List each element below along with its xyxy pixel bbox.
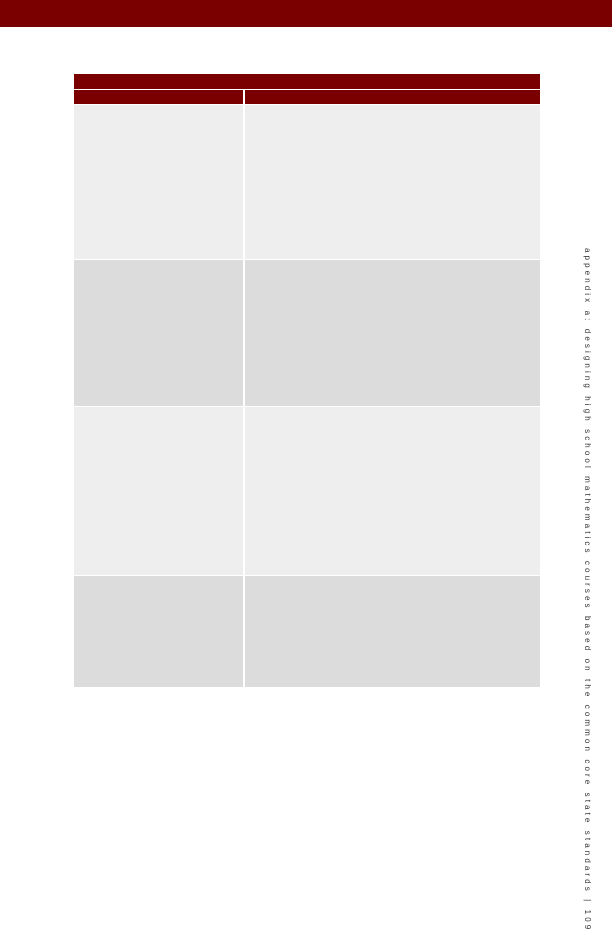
table-cell [74, 260, 243, 406]
table-cell [245, 576, 540, 687]
table-title-bar [74, 74, 540, 89]
table-header [74, 90, 540, 104]
table-cell [245, 407, 540, 575]
table-cell [74, 105, 243, 259]
table-cell [245, 105, 540, 259]
table-cell [74, 407, 243, 575]
table-row [74, 576, 540, 687]
top-banner [0, 0, 612, 27]
table-cell [245, 260, 540, 406]
header-cell [74, 90, 243, 104]
table [74, 74, 540, 687]
side-footer: appendix a: designing high school mathem… [583, 248, 592, 932]
table-row [74, 105, 540, 259]
header-cell [245, 90, 540, 104]
table-row [74, 260, 540, 406]
table-cell [74, 576, 243, 687]
table-row [74, 407, 540, 575]
